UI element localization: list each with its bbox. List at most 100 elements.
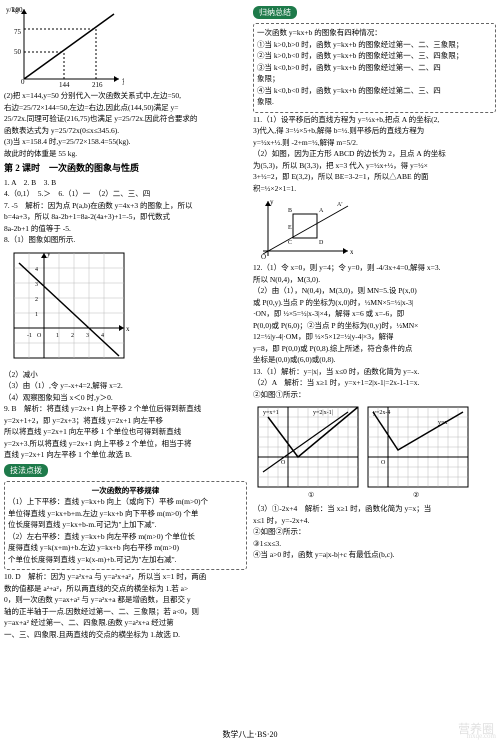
text: （4）观察图象知当 x＜0 时,y＞0. <box>4 393 247 404</box>
svg-text:O: O <box>381 460 386 466</box>
chart-2: y x -1 O 1 2 3 4 1 2 3 4 <box>4 248 247 368</box>
svg-text:x: x <box>350 248 353 256</box>
svg-text:1: 1 <box>56 333 59 339</box>
text: 11.（1）设平移后的直线方程为 y=½x+b,把点 A 的坐标(2, <box>253 115 496 126</box>
svg-text:4: 4 <box>35 267 38 273</box>
badge-technique: 技法点拨 <box>4 464 48 477</box>
text: 为(5,3)，所以 B(3,3)，把 x=3 代入 y=½x+½，得 y=½× <box>253 161 496 172</box>
svg-text:75: 75 <box>14 28 22 36</box>
text: ②如图①所示： <box>253 390 496 401</box>
text: 0，则一次函数 y=ax+a² 与 y=a²x+a 都是增函数，且都交 y <box>4 595 247 606</box>
svg-text:y=x+1: y=x+1 <box>263 410 279 416</box>
svg-text:2: 2 <box>35 297 38 303</box>
text: （2）A 解析：当 x≥1 时，y=x+1=2|x-1|=2x-1-1=x. <box>253 378 496 389</box>
text: 8a-2b+1 的值等于 -5. <box>4 224 247 235</box>
text: (3)当 x=158.4 时,y=25/72×158.4=55(kg). <box>4 137 247 148</box>
text: x≤1 时，y=-2x+4. <box>253 516 496 527</box>
text: ②当 k>0,b<0 时，函数 y=kx+b 的图象经过第一、三、四象限； <box>257 51 492 62</box>
chart-1: 100 75 50 144 216 重度 y/kg 0 <box>4 4 247 89</box>
text: ④当 a>0 时，函数 y=a|x-b|+c 有最低点(b,c). <box>253 550 496 561</box>
text: y=8，即 P(0,0)或 P(0,8).综上所述，符合条件的点 <box>253 344 496 355</box>
svg-text:144: 144 <box>59 81 70 89</box>
svg-text:O: O <box>281 460 286 466</box>
badge-summary: 归纳总结 <box>253 6 297 19</box>
text: b=4a+3，所以 8a-2b+1=8a-2(4a+3)+1=-5，即代数式 <box>4 212 247 223</box>
text: 一次函数 y=kx+b 的图象有四种情况： <box>257 28 492 39</box>
svg-text:y: y <box>47 250 51 258</box>
text: 9. B 解析：将直线 y=2x+1 向上平移 2 个单位后得到新直线 <box>4 404 247 415</box>
text: 3)代入,得 3=½×5+b,解得 b=½.则平移后的直线方程为 <box>253 126 496 137</box>
text: 13.（1）解析：y=|x|，当 x≤0 时，函数化简为 y=-x. <box>253 367 496 378</box>
text: ②如图②所示： <box>253 527 496 538</box>
text: ④当 k<0,b<0 时，函数 y=kx+b 的图象经过第二、三、四 <box>257 86 492 97</box>
svg-text:3: 3 <box>86 333 89 339</box>
svg-text:2: 2 <box>71 333 74 339</box>
svg-text:y: y <box>270 198 274 206</box>
text: (2)把 x=144,y=50 分别代入一次函数关系式中,左边=50, <box>4 91 247 102</box>
svg-text:B: B <box>288 208 292 214</box>
text: 8.（1）图象如图所示. <box>4 235 247 246</box>
svg-text:y=2x-4: y=2x-4 <box>373 410 390 416</box>
text: 7. -5 解析：因为点 P(a,b)在函数 y=4x+3 的图象上，所以 <box>4 201 247 212</box>
text: 右边=25/72×144=50,左边=右边,因此点(144,50)满足 y= <box>4 103 247 114</box>
section-title: 第 2 课时 一次函数的图象与性质 <box>4 162 247 175</box>
text: （2）减小 <box>4 370 247 381</box>
text: P(0,0)或 P(6,0)；②当点 P 的坐标为(0,y)时，½MN× <box>253 321 496 332</box>
text: y=ax+a² 经过第一、二、四象限.函数 y=a²x+a 经过第 <box>4 618 247 629</box>
text: ·ON，即 ½×5=½|x-3|×4，解得 x=6 或 x=-6，即 <box>253 309 496 320</box>
text: 位长度得到直线 y=kx+b-m.可记为"上加下减". <box>8 520 243 531</box>
text: （3）由（1）,令 y=-x+4=2,解得 x=2. <box>4 381 247 392</box>
text: 坐标是(0,0)或(6,0)或(0,8). <box>253 355 496 366</box>
text: 故此时的体重是 55 kg. <box>4 149 247 160</box>
text: 象限； <box>257 74 492 85</box>
svg-text:O: O <box>37 333 42 339</box>
text: （2）由（1），N(0,4)，M(3,0)，则 MN=5.设 P(x,0) <box>253 286 496 297</box>
text: 象限. <box>257 97 492 108</box>
svg-text:216: 216 <box>92 81 103 89</box>
left-column: 100 75 50 144 216 重度 y/kg 0 (2)把 x=144,y… <box>4 4 247 641</box>
text: y=2x+3.所以将直线 y=2x+1 向上平移 2 个单位，相当于将 <box>4 439 247 450</box>
text: 12.（1）令 x=0，则 y=4；令 y=0，则 -4/3x+4=0,解得 x… <box>253 263 496 274</box>
svg-text:0: 0 <box>21 78 25 86</box>
svg-text:①: ① <box>308 491 314 499</box>
text: y=2x+1+2，即 y=2x+3；将直线 y=2x+1 向左平移 <box>4 416 247 427</box>
svg-text:y/kg: y/kg <box>6 6 19 14</box>
svg-text:3: 3 <box>35 282 38 288</box>
text: 3+½=2，即 E(3,2)，所以 BE=3-2=1，所以△ABE 的面 <box>253 172 496 183</box>
svg-text:x: x <box>126 325 130 333</box>
text: 轴的正半轴于一点.因数经过第一、二、三象限；若 a<0，则 <box>4 607 247 618</box>
box-title: 一次函数的平移规律 <box>8 486 243 497</box>
svg-text:C: C <box>288 240 292 246</box>
svg-text:50: 50 <box>14 48 22 56</box>
svg-text:y=x: y=x <box>438 420 447 426</box>
svg-text:O: O <box>261 253 266 261</box>
chart-3: O x y B A A' C D E <box>253 196 496 261</box>
text: ①当 k>0,b>0 时，函数 y=kx+b 的图象经过第一、二、三象限； <box>257 40 492 51</box>
svg-text:1: 1 <box>35 312 38 318</box>
technique-box: 一次函数的平移规律 （1）上下平移：直线 y=kx+b 向上（或向下）平移 m(… <box>4 481 247 571</box>
summary-box: 一次函数 y=kx+b 的图象有四种情况： ①当 k>0,b>0 时，函数 y=… <box>253 23 496 113</box>
text: 个单位长度得到直线 y=k(x-m)+b.可记为"左加右减". <box>8 555 243 566</box>
text: 25/72x.同理可验证(216,75)也满足 y=25/72x.因此符合要求的 <box>4 114 247 125</box>
text: 函数表达式为 y=25/72x(0≤x≤345.6). <box>4 126 247 137</box>
text: 或 P(0,y).当点 P 的坐标为(x,0)时，½MN×5=½|x-3| <box>253 298 496 309</box>
chart-4-dual: ① y=2|x-1| y=x+1 O ② y=x y=2x-4 O <box>253 402 496 502</box>
text: 积=½×2×1=1. <box>253 184 496 195</box>
svg-text:D: D <box>319 240 324 246</box>
text: 度得直线 y=k(x+m)+b.左边 y=kx+b 向右平移 m(m>0) <box>8 543 243 554</box>
page-footer: 数学八上·BS·20 <box>0 729 500 740</box>
svg-text:②: ② <box>413 491 419 499</box>
text: ③当 k<0,b>0 时，函数 y=kx+b 的图象经过第一、二、四 <box>257 63 492 74</box>
watermark-sub: mxqe.com <box>467 732 496 742</box>
text: 10. D 解析：因为 y=a²x+a 与 y=a²x+a²，所以当 x=1 时… <box>4 572 247 583</box>
text: （3）①-2x+4 解析：当 x≥1 时，函数化简为 y=x；当 <box>253 504 496 515</box>
text: ③1≤x≤3. <box>253 539 496 550</box>
text: 数的值都是 a²+a²，所以两直线的交点的横坐标为 1.若 a> <box>4 584 247 595</box>
svg-text:-1: -1 <box>27 333 32 339</box>
text: （2）左右平移：直线 y=kx+b 向左平移 m(m>0) 个单位长 <box>8 532 243 543</box>
svg-text:4: 4 <box>101 333 104 339</box>
text: 直线 y=2x+1 向左平移 1 个单位.故选 B. <box>4 450 247 461</box>
text: 12=½|y-4|·OM，即 ½×5×12=½|y-4|×3，解得 <box>253 332 496 343</box>
svg-text:A: A <box>319 208 324 214</box>
svg-text:A': A' <box>337 202 342 208</box>
